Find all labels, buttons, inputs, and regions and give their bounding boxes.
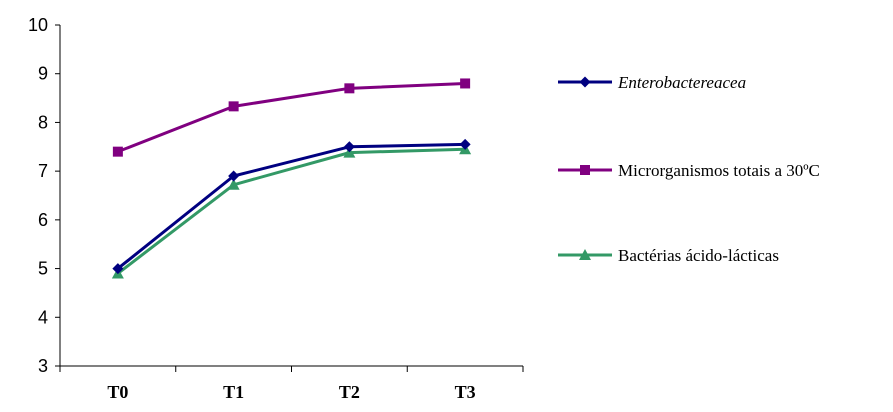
data-point [228, 170, 240, 182]
y-tick-label: 3 [38, 356, 48, 376]
legend-label: Bactérias ácido-lácticas [618, 246, 779, 265]
data-point [459, 138, 471, 150]
data-point [112, 146, 123, 157]
y-tick-label: 9 [38, 64, 48, 84]
legend-label: Microrganismos totais a 30ºC [618, 161, 820, 180]
legend-item: Microrganismos totais a 30ºC [558, 161, 820, 180]
x-tick-label-t3: T3 [455, 382, 476, 402]
series-lines [111, 78, 472, 279]
x-tick-label-t1: T1 [223, 382, 244, 402]
data-point [344, 83, 355, 94]
data-point [227, 178, 240, 190]
legend-marker [580, 165, 590, 175]
y-tick-label: 7 [38, 161, 48, 181]
y-tick-label: 6 [38, 210, 48, 230]
data-point [343, 141, 355, 153]
legend-item: Enterobactereacea [558, 73, 746, 92]
series-bacterias-acido-lacticas [111, 143, 472, 279]
series-microrganismos-totais-a-30-c [112, 78, 471, 157]
y-ticks: 3 4 5 6 7 8 9 10 [28, 15, 60, 376]
y-tick-label: 5 [38, 259, 48, 279]
legend-marker [579, 249, 591, 260]
data-point [112, 263, 124, 275]
series-line [116, 142, 466, 270]
series-line [117, 81, 466, 154]
legend-label: Enterobactereacea [617, 73, 746, 92]
series-enterobactereacea [112, 138, 471, 275]
series-line [116, 147, 466, 275]
legend: Enterobactereacea Microrganismos totais a… [558, 73, 820, 265]
y-tick-label: 8 [38, 112, 48, 132]
y-tick-label: 10 [28, 15, 48, 35]
x-tick-label-t0: T0 [107, 382, 128, 402]
data-point [228, 101, 239, 112]
x-ticks: T0 T1 T2 T3 [59, 366, 524, 402]
x-tick-label-t2: T2 [339, 382, 360, 402]
legend-item: Bactérias ácido-lácticas [558, 246, 779, 265]
legend-marker [579, 76, 591, 88]
axes [59, 25, 523, 367]
y-tick-label: 4 [38, 307, 48, 327]
data-point [460, 78, 471, 89]
